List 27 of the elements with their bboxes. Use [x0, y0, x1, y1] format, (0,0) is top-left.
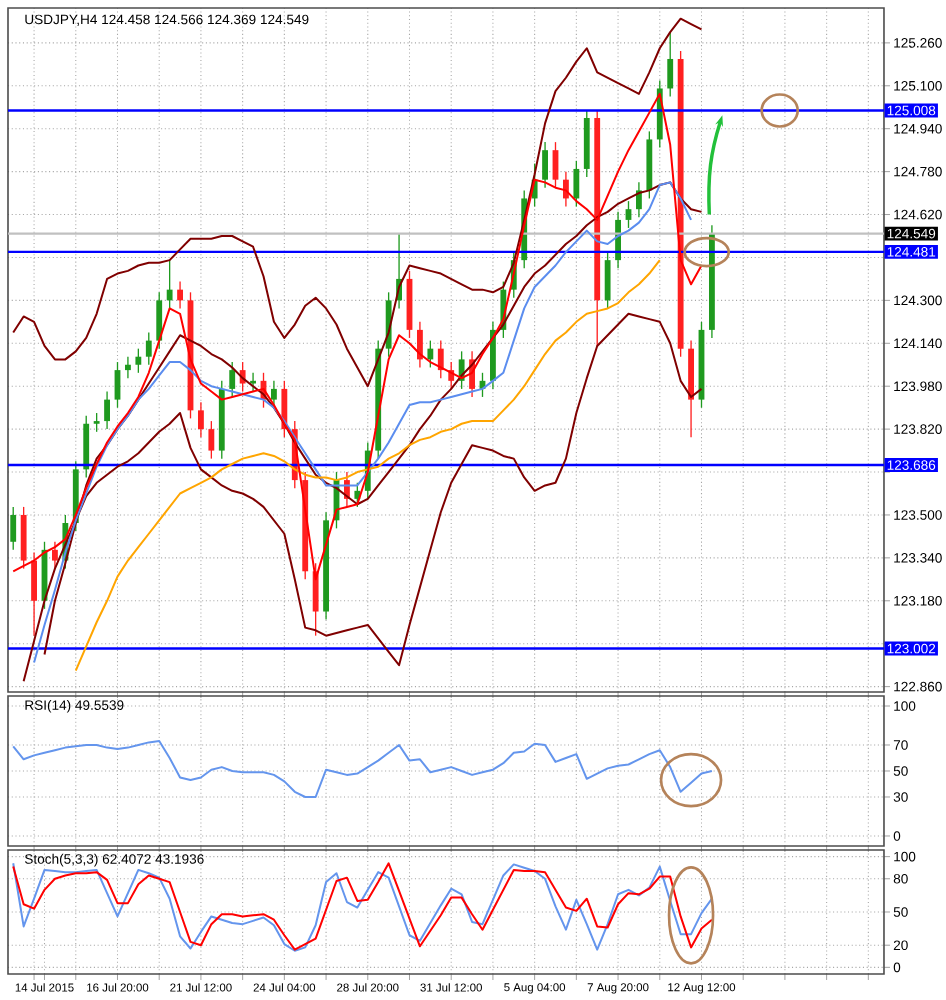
candlestick [83, 415, 90, 479]
candlestick [636, 181, 642, 218]
candlestick [135, 347, 142, 374]
candlestick [125, 356, 131, 379]
candlestick [10, 506, 17, 551]
candlestick [104, 390, 110, 430]
candlestick [250, 372, 256, 393]
candlestick [31, 551, 37, 637]
candlestick [177, 280, 183, 310]
candlestick [667, 31, 674, 98]
candlestick [417, 321, 423, 369]
candlestick [573, 160, 580, 208]
candlestick [198, 401, 204, 438]
candlestick [208, 420, 215, 460]
candlestick [604, 251, 611, 310]
candlestick [166, 259, 173, 310]
candlestick [542, 141, 548, 189]
candlestick [312, 562, 319, 637]
candlestick [145, 331, 152, 366]
candlestick [156, 291, 163, 350]
candlestick [229, 361, 236, 398]
candlestick [52, 541, 58, 570]
candlestick [427, 339, 434, 369]
candlestick [271, 380, 277, 409]
candlestick [93, 412, 100, 433]
candlestick [20, 506, 27, 570]
candlestick [437, 339, 444, 379]
